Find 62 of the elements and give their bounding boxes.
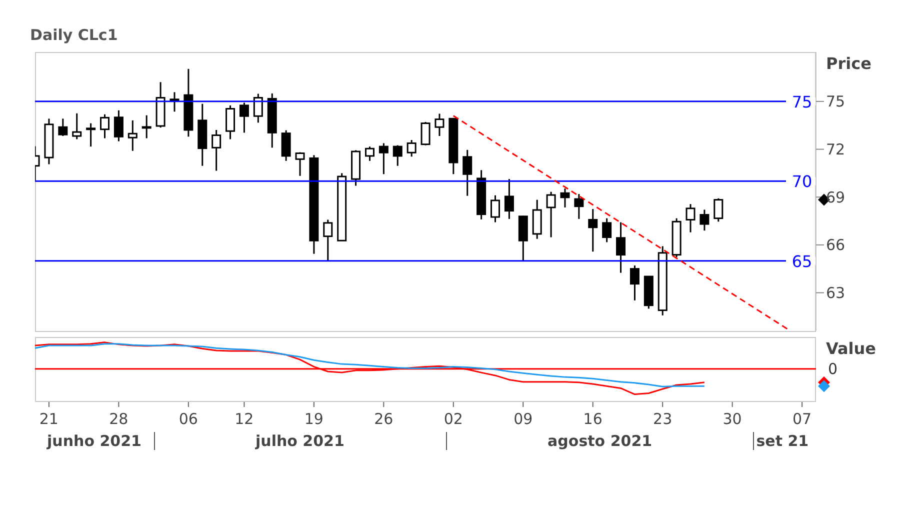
candlestick [128, 120, 138, 152]
x-tick-label: 26 [374, 410, 394, 428]
x-tick-label: 30 [722, 410, 742, 428]
candlestick [239, 102, 249, 134]
ref-line-label: 65 [792, 252, 812, 271]
y-tick-label: 72 [826, 140, 846, 159]
y-axis-title: Value [826, 339, 876, 358]
candlestick [114, 110, 124, 142]
ref-line-label: 75 [792, 92, 812, 112]
text: set 21 [756, 432, 809, 450]
candlestick [226, 104, 236, 140]
y-axis-title: Price [826, 54, 872, 73]
candlestick [588, 208, 598, 252]
text: junho 2021 [46, 432, 142, 450]
x-tick-label: 16 [583, 410, 602, 428]
candlestick [323, 218, 333, 262]
candlestick [616, 222, 626, 274]
y-tick-label: 69 [826, 188, 846, 206]
candlestick [72, 112, 82, 140]
candlestick [364, 146, 374, 162]
candlestick [574, 193, 584, 220]
x-tick-label: 12 [234, 410, 254, 428]
candlestick [532, 199, 542, 240]
x-tick-label: 09 [514, 410, 533, 428]
candlestick [212, 129, 222, 172]
candlestick [462, 149, 472, 197]
candlestick [504, 178, 514, 220]
x-tick-label: 06 [178, 410, 198, 428]
candlestick [630, 264, 640, 302]
x-tick-label: 07 [792, 410, 812, 428]
candlestick [58, 118, 68, 137]
candlestick [406, 139, 416, 158]
candlestick [434, 112, 444, 137]
candlestick [714, 198, 724, 222]
candlestick [686, 203, 696, 234]
y-tick-label: 75 [826, 92, 846, 111]
text: julho 2021 [254, 432, 346, 450]
ref-line-label: 70 [792, 172, 812, 192]
candlestick [378, 142, 388, 175]
candlestick [295, 152, 305, 177]
candlestick [700, 208, 710, 232]
x-tick-label: 02 [444, 410, 463, 428]
x-tick-label: 28 [109, 410, 128, 428]
candlestick [86, 122, 96, 148]
text: agosto 2021 [546, 432, 654, 450]
candlestick [602, 218, 612, 243]
ref-line-label: 0 [828, 360, 838, 378]
candlestick [420, 121, 430, 146]
x-tick-label: 21 [39, 410, 58, 428]
candlestick [253, 93, 263, 124]
candlestick [560, 188, 570, 208]
x-tick-label: 19 [304, 410, 324, 428]
candlestick [100, 114, 110, 139]
chart-title: Daily CLc1 [30, 26, 118, 44]
candlestick [490, 194, 500, 224]
candlestick [281, 130, 291, 162]
candlestick [392, 144, 402, 167]
candlestick [546, 191, 556, 238]
x-tick-label: 23 [653, 410, 672, 428]
candlestick [142, 114, 152, 139]
y-tick-label: 63 [826, 284, 846, 302]
y-tick-label: 66 [826, 236, 846, 254]
